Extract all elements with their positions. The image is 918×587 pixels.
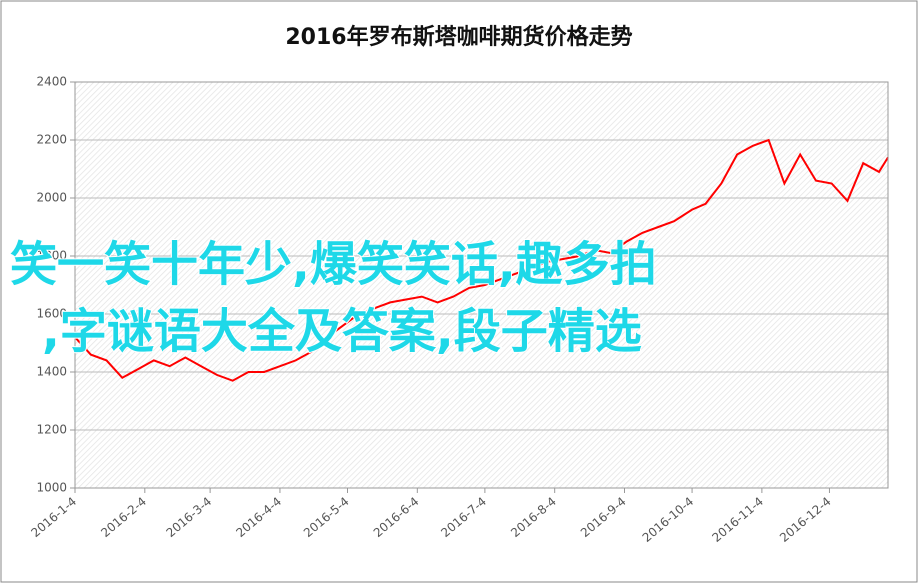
y-tick-label: 1400 (36, 365, 67, 379)
y-tick-label: 2000 (36, 191, 67, 205)
overlay-text: 笑一笑十年少,爆笑笑话,趣多拍 (10, 238, 657, 293)
y-tick-label: 1600 (36, 307, 67, 321)
y-tick-label: 1000 (36, 481, 67, 495)
y-tick-label: 2400 (36, 75, 67, 89)
plot-frame (74, 81, 889, 489)
data-line (74, 138, 889, 382)
chart-title: 2016年罗布斯塔咖啡期货价格走势 (285, 24, 632, 50)
y-tick-label: 2200 (36, 133, 67, 147)
y-tick-label: 1200 (36, 423, 67, 437)
overlay-text: ,字谜语大全及答案,段子精选 (42, 305, 642, 360)
y-tick-label: 1800 (36, 249, 67, 263)
